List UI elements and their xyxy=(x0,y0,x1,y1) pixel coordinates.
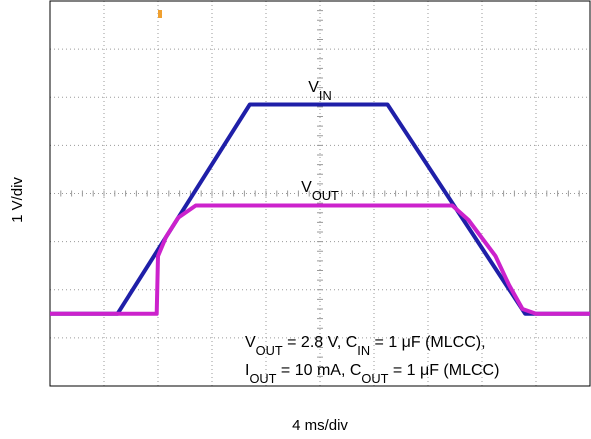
subscript: OUT xyxy=(361,371,388,386)
series-label: VIN xyxy=(308,79,331,103)
subscript: OUT xyxy=(249,371,276,386)
text-run: V xyxy=(308,79,319,96)
text-run: = 10 mA, C xyxy=(276,362,361,379)
text-run: V xyxy=(245,334,256,351)
text-run: V xyxy=(301,179,312,196)
text-run: = 1 μF (MLCC), xyxy=(370,334,485,351)
annotation: IOUT = 10 mA, COUT = 1 μF (MLCC) xyxy=(245,362,499,386)
text-run: = 2.8 V, C xyxy=(283,334,358,351)
subscript: OUT xyxy=(256,343,283,358)
y-axis-label: 1 V/div xyxy=(9,177,26,223)
text-run: = 1 μF (MLCC) xyxy=(388,362,499,379)
x-axis-label: 4 ms/div xyxy=(292,417,348,434)
plot-frame xyxy=(49,0,591,387)
subscript: IN xyxy=(357,343,370,358)
subscript: OUT xyxy=(312,188,339,203)
text-run: I xyxy=(245,362,249,379)
subscript: IN xyxy=(319,88,332,103)
ground-marker xyxy=(158,10,162,18)
trace xyxy=(50,203,590,316)
series-label: VOUT xyxy=(301,179,339,203)
annotation: VOUT = 2.8 V, CIN = 1 μF (MLCC), xyxy=(245,334,486,358)
